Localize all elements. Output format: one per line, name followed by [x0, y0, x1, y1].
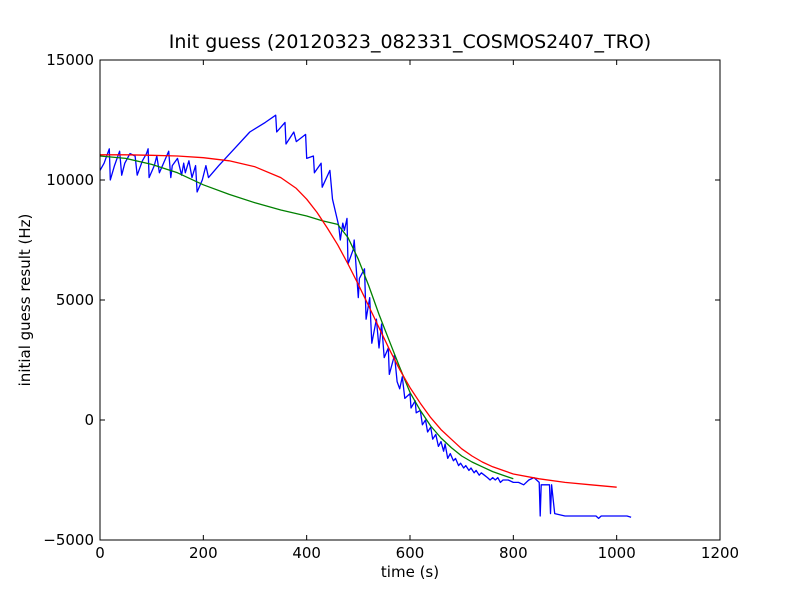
y-tick-label: −5000 — [43, 531, 94, 549]
x-tick-label: 0 — [95, 544, 105, 562]
series-line-1 — [99, 114, 632, 520]
x-axis-label: time (s) — [381, 563, 439, 581]
x-tick-label: 400 — [292, 544, 321, 562]
x-tick-label: 1000 — [598, 544, 636, 562]
x-tick-label: 200 — [189, 544, 218, 562]
series-line-3 — [100, 154, 617, 488]
chart-title: Init guess (20120323_082331_COSMOS2407_T… — [169, 31, 651, 53]
y-axis-label: initial guess result (Hz) — [16, 214, 34, 387]
y-tick-label: 0 — [84, 411, 94, 429]
x-tick-label: 800 — [499, 544, 528, 562]
ticks-layer: 0 200 400 600 800 1000 1200−500005000100001500… — [43, 51, 739, 562]
series-line-2 — [99, 155, 514, 480]
y-tick-label: 10000 — [46, 171, 94, 189]
x-tick-label: 600 — [396, 544, 425, 562]
x-tick-label: 1200 — [701, 544, 739, 562]
plot-frame — [99, 59, 721, 541]
y-tick-label: 5000 — [56, 291, 94, 309]
series-layer — [99, 114, 632, 520]
y-tick-label: 15000 — [46, 51, 94, 69]
